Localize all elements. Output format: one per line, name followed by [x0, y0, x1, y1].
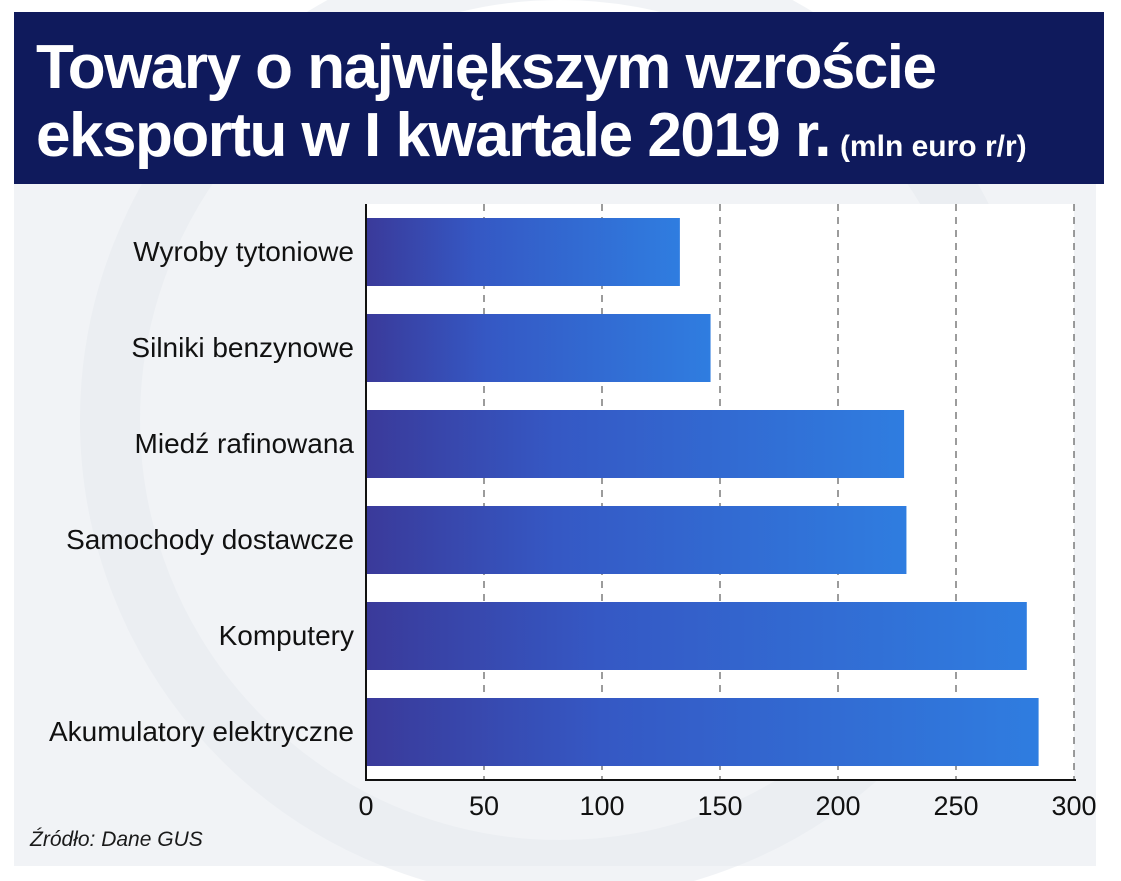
- bar-2: [367, 314, 711, 382]
- x-tick-label: 300: [1051, 791, 1096, 821]
- bar-1: [367, 218, 680, 286]
- category-label: Komputery: [219, 620, 354, 651]
- chart-header: Towary o największym wzroście eksportu w…: [14, 12, 1104, 184]
- category-label: Miedź rafinowana: [135, 428, 355, 459]
- grid-lines: [483, 204, 1075, 780]
- x-tick-label: 100: [579, 791, 624, 821]
- chart-unit: (mln euro r/r): [839, 130, 1027, 163]
- source-note: Źródło: Dane GUS: [30, 828, 203, 851]
- chart-title-line-2-text: eksportu w I kwartale 2019 r.: [36, 101, 831, 170]
- bar-3: [367, 410, 905, 478]
- category-label: Akumulatory elektryczne: [49, 716, 354, 747]
- tick-labels: 0 50 100 150 200 250 300: [358, 791, 1096, 821]
- category-label: Wyroby tytoniowe: [133, 236, 354, 267]
- bar-6: [367, 698, 1039, 766]
- bars: [367, 218, 1039, 766]
- x-tick-label: 0: [358, 791, 373, 821]
- chart-title-line-2: eksportu w I kwartale 2019 r. (mln euro r…: [36, 104, 1027, 179]
- x-tick-label: 200: [815, 791, 860, 821]
- x-tick-label: 250: [933, 791, 978, 821]
- bar-5: [367, 602, 1027, 670]
- bar-4: [367, 506, 907, 574]
- axes: [365, 204, 1076, 781]
- category-labels: Wyroby tytoniowe Silniki benzynowe Miedź r…: [49, 236, 354, 747]
- x-tick-label: 50: [469, 791, 499, 821]
- category-label: Samochody dostawcze: [66, 524, 354, 555]
- category-label: Silniki benzynowe: [131, 332, 354, 363]
- chart-title-line-1: Towary o największym wzroście: [36, 33, 937, 102]
- x-tick-label: 150: [697, 791, 742, 821]
